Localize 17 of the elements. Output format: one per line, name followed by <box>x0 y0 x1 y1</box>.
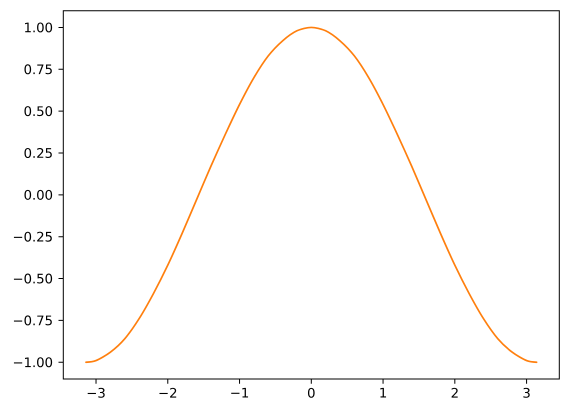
x-tick-label: 3 <box>523 388 530 398</box>
y-tick-label: −0.25 <box>14 232 52 242</box>
y-tick-label: 0.50 <box>24 106 52 116</box>
x-tick-label: 1 <box>380 388 386 398</box>
y-tick-label: −0.75 <box>14 315 52 326</box>
line-series <box>85 26 538 364</box>
x-tick-label: −2 <box>159 388 176 398</box>
y-tick-label: 1.00 <box>25 22 52 32</box>
x-tick-label: −3 <box>88 388 105 398</box>
x-tick-label: 0 <box>308 388 315 398</box>
x-tick-label: −1 <box>231 388 248 398</box>
y-tick-label: −1.00 <box>14 357 52 368</box>
y-tick-label: 0.25 <box>24 148 52 158</box>
y-tick-label: 0.00 <box>24 190 52 200</box>
y-tick-label: 0.75 <box>24 64 52 74</box>
y-tick-label: −0.50 <box>14 274 52 284</box>
x-tick-label: 2 <box>452 388 458 398</box>
